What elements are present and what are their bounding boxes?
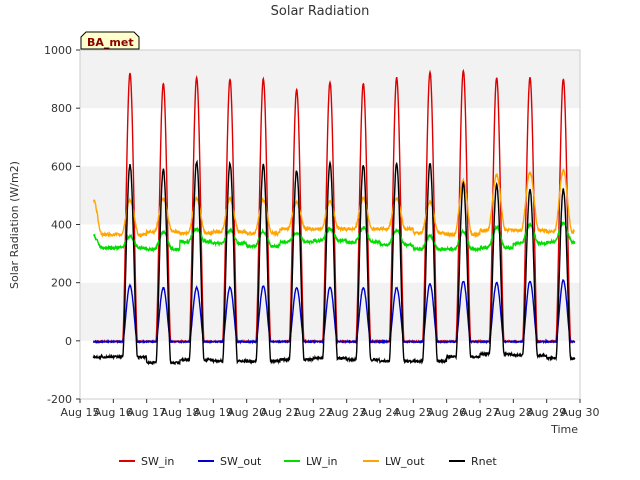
x-tick-label: Aug 24 [361, 406, 400, 419]
x-tick-label: Aug 29 [527, 406, 566, 419]
y-tick-label: 0 [65, 335, 72, 348]
grid-band [80, 282, 580, 341]
y-tick-label: 200 [51, 277, 72, 290]
legend: SW_in SW_out LW_in LW_out Rnet [119, 455, 497, 468]
legend-label-rnet: Rnet [471, 455, 497, 468]
x-tick-label: Aug 16 [94, 406, 133, 419]
legend-label-lw-in: LW_in [306, 455, 338, 468]
y-tick-label: -200 [47, 393, 72, 406]
x-tick-label: Aug 23 [327, 406, 366, 419]
x-tick-label: Aug 19 [194, 406, 233, 419]
station-badge: BA_met [80, 31, 140, 50]
x-tick-label: Aug 27 [461, 406, 500, 419]
x-tick-label: Aug 15 [61, 406, 100, 419]
grid-band [80, 108, 580, 167]
y-axis-label: Solar Radiation (W/m2) [8, 161, 21, 289]
grid-band [80, 166, 580, 225]
x-tick-label: Aug 17 [127, 406, 166, 419]
badge-label: BA_met [87, 36, 134, 49]
series-lines [92, 68, 576, 366]
grid-band [80, 50, 580, 109]
x-tick-label: Aug 21 [261, 406, 300, 419]
x-tick-label: Aug 18 [161, 406, 200, 419]
x-axis-label: Time [550, 423, 578, 436]
grid-bands [80, 50, 580, 399]
chart-title: Solar Radiation [271, 4, 370, 19]
x-tick-label: Aug 20 [227, 406, 266, 419]
y-tick-label: 1000 [44, 44, 72, 57]
x-tick-label: Aug 30 [561, 406, 600, 419]
legend-label-lw-out: LW_out [385, 455, 425, 468]
x-tick-label: Aug 22 [294, 406, 333, 419]
badge-shape [80, 31, 140, 50]
y-axis-ticks: -200 0 200 400 600 800 1000 [44, 44, 80, 406]
legend-label-sw-out: SW_out [220, 455, 262, 468]
series-line-sw-out [93, 279, 576, 345]
x-tick-label: Aug 26 [427, 406, 466, 419]
legend-label-sw-in: SW_in [141, 455, 174, 468]
series-line-rnet [92, 159, 576, 366]
grid-band [80, 340, 580, 399]
grid-band [80, 224, 580, 283]
x-tick-label: Aug 25 [394, 406, 433, 419]
x-tick-label: Aug 28 [494, 406, 533, 419]
series-line-lw-out [92, 168, 575, 239]
y-tick-label: 800 [51, 102, 72, 115]
y-tick-label: 400 [51, 219, 72, 232]
y-tick-label: 600 [51, 160, 72, 173]
